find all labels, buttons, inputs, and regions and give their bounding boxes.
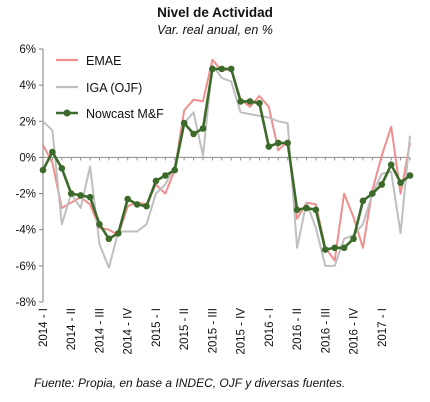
x-tick-label: 2016 - II bbox=[292, 308, 304, 350]
data-point bbox=[265, 143, 273, 150]
x-tick-label: 2015 - IV bbox=[236, 308, 248, 355]
data-point bbox=[58, 164, 66, 172]
data-point bbox=[387, 161, 395, 168]
x-tick-label: 2014 - III bbox=[94, 308, 106, 353]
data-point bbox=[209, 65, 216, 73]
data-point bbox=[293, 206, 301, 214]
axis-layer: 6% 4% 2% 0% -2% -4% -6% -8%2014 - I 2014 - II 201… bbox=[16, 44, 411, 355]
data-point bbox=[143, 202, 150, 210]
y-tick-label: 2% bbox=[19, 116, 36, 128]
y-tick-label: -6% bbox=[16, 261, 36, 273]
data-point bbox=[227, 65, 235, 73]
data-point bbox=[406, 172, 414, 179]
line-chart: 6% 4% 2% 0% -2% -4% -6% -8%2014 - I 2014 - II 201… bbox=[16, 44, 414, 355]
series-layer bbox=[39, 58, 414, 269]
series-1 bbox=[42, 64, 411, 269]
legend: EMAE IGA (OJF) Nowcast M&F bbox=[56, 54, 164, 121]
data-point bbox=[96, 220, 103, 228]
series-line bbox=[41, 67, 411, 251]
data-point bbox=[218, 65, 226, 73]
data-point bbox=[340, 244, 348, 252]
data-point bbox=[162, 172, 169, 179]
y-tick-label: -8% bbox=[16, 297, 36, 309]
data-point bbox=[369, 190, 376, 197]
x-tick-label: 2014 - I bbox=[38, 308, 50, 347]
data-point bbox=[256, 99, 263, 107]
data-point bbox=[274, 139, 282, 147]
data-point bbox=[397, 179, 404, 187]
data-point bbox=[39, 166, 47, 174]
y-tick-label: 0% bbox=[19, 152, 36, 164]
data-point bbox=[359, 197, 367, 205]
data-point bbox=[312, 206, 320, 214]
legend-entry: Nowcast M&F bbox=[86, 107, 164, 121]
data-point bbox=[105, 235, 113, 243]
chart-title: Nivel de Actividad bbox=[157, 5, 273, 20]
x-tick-label: 2014 - IV bbox=[123, 308, 135, 355]
x-tick-label: 2015 - II bbox=[179, 308, 191, 350]
legend-entry: IGA (OJF) bbox=[86, 81, 142, 95]
data-point bbox=[124, 195, 131, 203]
data-point bbox=[237, 98, 244, 105]
data-point bbox=[133, 201, 141, 208]
data-point bbox=[303, 204, 310, 212]
data-point bbox=[350, 235, 357, 243]
data-point bbox=[180, 119, 188, 127]
data-point bbox=[284, 139, 291, 147]
x-tick-label: 2014 - II bbox=[66, 308, 78, 350]
legend-marker bbox=[63, 109, 71, 117]
data-point bbox=[171, 166, 179, 174]
x-tick-label: 2015 - III bbox=[207, 308, 219, 353]
x-tick-label: 2016 - IV bbox=[349, 308, 361, 355]
x-tick-label: 2016 - III bbox=[320, 308, 332, 353]
data-point bbox=[77, 192, 84, 199]
series-2 bbox=[39, 65, 414, 253]
data-point bbox=[199, 125, 207, 132]
series-line bbox=[42, 64, 411, 269]
x-tick-label: 2016 - I bbox=[264, 308, 276, 347]
data-point bbox=[67, 190, 75, 197]
x-tick-label: 2015 - I bbox=[151, 308, 163, 347]
y-tick-label: 6% bbox=[19, 44, 36, 56]
data-point bbox=[114, 230, 122, 237]
x-tick-label: 2017 - I bbox=[377, 308, 389, 347]
chart-subtitle: Var. real anual, en % bbox=[157, 23, 273, 37]
y-tick-label: 4% bbox=[19, 80, 36, 92]
data-point bbox=[322, 246, 329, 253]
data-point bbox=[49, 148, 56, 156]
source-note: Fuente: Propia, en base a INDEC, OJF y d… bbox=[34, 376, 346, 390]
data-point bbox=[378, 181, 386, 188]
data-point bbox=[152, 177, 160, 185]
y-tick-label: -4% bbox=[16, 225, 36, 237]
data-point bbox=[246, 98, 254, 105]
legend-entry: EMAE bbox=[86, 54, 121, 68]
data-point bbox=[190, 130, 197, 138]
data-point bbox=[331, 244, 339, 252]
y-tick-label: -2% bbox=[16, 189, 36, 201]
data-point bbox=[86, 193, 94, 201]
